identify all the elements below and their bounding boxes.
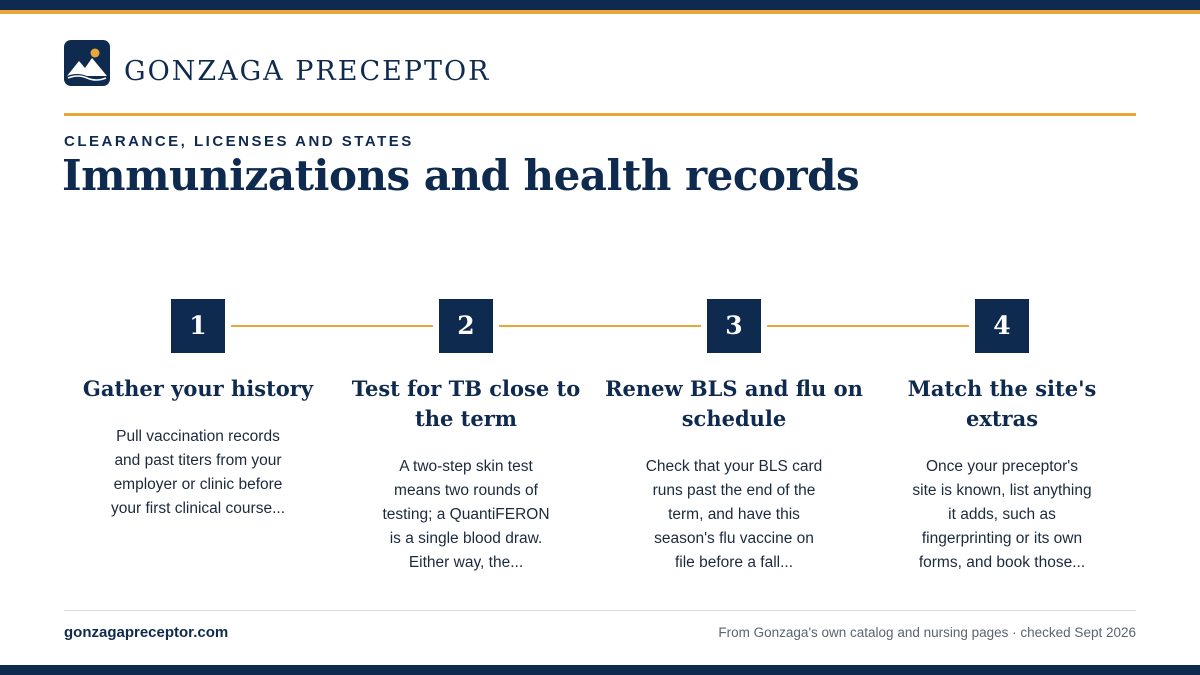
brand-name: GONZAGA PRECEPTOR: [124, 56, 491, 87]
top-accent-stripe: [0, 10, 1200, 14]
step-connector: [499, 325, 701, 327]
mountain-sun-icon: [64, 40, 110, 86]
step-number-badge: 3: [707, 299, 761, 353]
step-title: Test for TB close to the term: [351, 376, 581, 431]
bottom-bar: [0, 665, 1200, 675]
step-connector: [231, 325, 433, 327]
step-number-badge: 2: [439, 299, 493, 353]
step-description: Once your preceptor's site is known, lis…: [912, 458, 1092, 571]
step-number-badge: 1: [171, 299, 225, 353]
section-eyebrow: CLEARANCE, LICENSES AND STATES: [64, 133, 414, 150]
step-number-badge: 4: [975, 299, 1029, 353]
step-title: Match the site's extras: [907, 376, 1097, 431]
footer-url: gonzagapreceptor.com: [64, 624, 229, 641]
header-divider: [64, 113, 1136, 116]
step-title: Gather your history: [82, 376, 314, 401]
footer-divider: [64, 610, 1136, 611]
step-connector: [767, 325, 969, 327]
page-title: Immunizations and health records: [62, 151, 860, 200]
step-description: A two-step skin test means two rounds of…: [382, 458, 550, 571]
top-bar: [0, 0, 1200, 10]
footer-source-note: From Gonzaga's own catalog and nursing p…: [718, 625, 1136, 640]
step-description: Check that your BLS card runs past the e…: [645, 458, 823, 571]
step-description: Pull vaccination records and past titers…: [111, 428, 285, 517]
step-title: Renew BLS and flu on schedule: [605, 376, 863, 431]
